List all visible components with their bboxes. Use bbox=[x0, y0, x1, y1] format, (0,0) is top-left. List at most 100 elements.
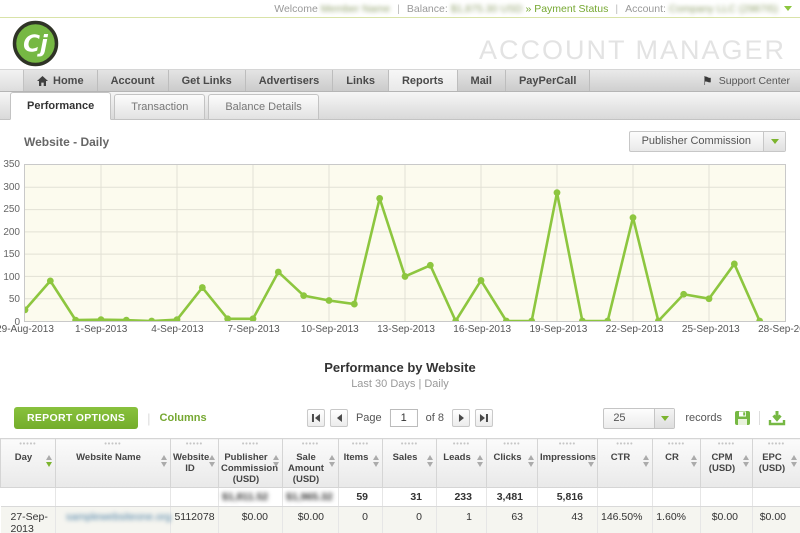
column-drag-handle-icon[interactable]: ••••• bbox=[56, 441, 170, 449]
columns-link[interactable]: Columns bbox=[160, 412, 207, 424]
x-axis-tick: 25-Sep-2013 bbox=[682, 324, 740, 335]
sort-arrows-icon[interactable] bbox=[477, 455, 483, 467]
cell-epc: $0.00 bbox=[753, 507, 800, 533]
y-axis-tick: 350 bbox=[0, 159, 20, 170]
prev-page-button[interactable] bbox=[330, 409, 348, 427]
column-drag-handle-icon[interactable]: ••••• bbox=[383, 441, 436, 449]
sort-arrows-icon[interactable] bbox=[329, 455, 335, 467]
column-drag-handle-icon[interactable]: ••••• bbox=[283, 441, 338, 449]
records-per-page-dropdown[interactable]: 25 bbox=[603, 408, 675, 429]
sort-arrows-icon[interactable] bbox=[161, 455, 167, 467]
cell-items[interactable]: 0 bbox=[339, 507, 383, 533]
metric-dropdown[interactable]: Publisher Commission bbox=[629, 131, 786, 152]
save-report-button[interactable] bbox=[734, 410, 751, 426]
tab-transaction[interactable]: Transaction bbox=[114, 94, 205, 119]
tab-balance-details[interactable]: Balance Details bbox=[208, 94, 318, 119]
cell-leads[interactable]: 1 bbox=[437, 507, 487, 533]
nav-tab-reports[interactable]: Reports bbox=[389, 70, 458, 91]
balance-label: Balance: bbox=[407, 3, 448, 15]
cell-website-name[interactable]: samplewebsiteone.org bbox=[56, 507, 171, 533]
sort-arrows-icon[interactable] bbox=[791, 455, 797, 467]
nav-tab-advertisers[interactable]: Advertisers bbox=[246, 70, 334, 91]
cell-day: 27-Sep-2013 bbox=[1, 507, 56, 533]
nav-tab-links[interactable]: Links bbox=[333, 70, 389, 91]
sort-arrows-icon[interactable] bbox=[46, 455, 52, 467]
payment-status-link[interactable]: » Payment Status bbox=[525, 3, 608, 15]
sort-arrows-icon[interactable] bbox=[209, 455, 215, 467]
column-header-sales[interactable]: ••••• Sales bbox=[383, 439, 437, 488]
download-report-button[interactable] bbox=[768, 410, 786, 426]
cell-ctr: 146.50% bbox=[598, 507, 653, 533]
records-controls: 25 records bbox=[603, 408, 786, 429]
total-publisher-commission: $1,811.52 bbox=[219, 488, 283, 507]
total-epc bbox=[753, 488, 800, 507]
sort-arrows-icon[interactable] bbox=[691, 455, 697, 467]
caption-subtitle: Last 30 Days | Daily bbox=[0, 378, 800, 390]
nav-tab-paypercall[interactable]: PayPerCall bbox=[506, 70, 590, 91]
sort-arrows-icon[interactable] bbox=[273, 455, 279, 467]
column-header-cr[interactable]: ••••• CR bbox=[653, 439, 701, 488]
total-ctr bbox=[598, 488, 653, 507]
cell-sale-amount: $0.00 bbox=[283, 507, 339, 533]
last-page-button[interactable] bbox=[475, 409, 493, 427]
page-input[interactable] bbox=[390, 409, 418, 427]
first-page-button[interactable] bbox=[307, 409, 325, 427]
next-page-button[interactable] bbox=[452, 409, 470, 427]
tab-performance[interactable]: Performance bbox=[10, 92, 111, 120]
column-drag-handle-icon[interactable]: ••••• bbox=[1, 441, 55, 449]
commission-line-chart: 05010015020025030035029-Aug-20131-Sep-20… bbox=[24, 164, 786, 338]
column-header-sale_amount[interactable]: ••••• Sale Amount (USD) bbox=[283, 439, 339, 488]
total-impressions: 5,816 bbox=[538, 488, 598, 507]
column-header-website_id[interactable]: ••••• Website ID bbox=[171, 439, 219, 488]
nav-tab-account[interactable]: Account bbox=[98, 70, 169, 91]
column-drag-handle-icon[interactable]: ••••• bbox=[219, 441, 282, 449]
download-icon bbox=[768, 410, 786, 426]
sort-arrows-icon[interactable] bbox=[643, 455, 649, 467]
nav-tab-home[interactable]: Home bbox=[24, 70, 98, 91]
column-drag-handle-icon[interactable]: ••••• bbox=[598, 441, 652, 449]
app-title: ACCOUNT MANAGER bbox=[479, 35, 786, 66]
column-drag-handle-icon[interactable]: ••••• bbox=[701, 441, 752, 449]
support-center-link[interactable]: ⚑ Support Center bbox=[702, 70, 800, 91]
column-drag-handle-icon[interactable]: ••••• bbox=[339, 441, 382, 449]
report-options-button[interactable]: REPORT OPTIONS bbox=[14, 407, 138, 429]
sort-arrows-icon[interactable] bbox=[528, 455, 534, 467]
cell-website-id: 5112078 bbox=[171, 507, 219, 533]
column-header-clicks[interactable]: ••••• Clicks bbox=[487, 439, 538, 488]
column-drag-handle-icon[interactable]: ••••• bbox=[753, 441, 800, 449]
column-header-epc[interactable]: ••••• EPC (USD) bbox=[753, 439, 800, 488]
column-drag-handle-icon[interactable]: ••••• bbox=[171, 441, 218, 449]
caption-title: Performance by Website bbox=[0, 360, 800, 375]
column-drag-handle-icon[interactable]: ••••• bbox=[653, 441, 700, 449]
column-header-day[interactable]: ••••• Day bbox=[1, 439, 56, 488]
column-header-items[interactable]: ••••• Items bbox=[339, 439, 383, 488]
column-drag-handle-icon[interactable]: ••••• bbox=[437, 441, 486, 449]
cell-impressions: 43 bbox=[538, 507, 598, 533]
nav-tab-mail[interactable]: Mail bbox=[458, 70, 506, 91]
main-nav: HomeAccountGet LinksAdvertisersLinksRepo… bbox=[0, 69, 800, 92]
column-header-publisher_commission[interactable]: ••••• Publisher Commission (USD) bbox=[219, 439, 283, 488]
column-drag-handle-icon[interactable]: ••••• bbox=[538, 441, 597, 449]
column-header-impressions[interactable]: ••••• Impressions bbox=[538, 439, 598, 488]
sort-arrows-icon[interactable] bbox=[588, 455, 594, 467]
column-header-leads[interactable]: ••••• Leads bbox=[437, 439, 487, 488]
sort-arrows-icon[interactable] bbox=[743, 455, 749, 467]
column-drag-handle-icon[interactable]: ••••• bbox=[487, 441, 537, 449]
cell-cr: 1.60% bbox=[653, 507, 701, 533]
sort-arrows-icon[interactable] bbox=[427, 455, 433, 467]
nav-tab-get-links[interactable]: Get Links bbox=[169, 70, 246, 91]
cell-publisher-commission: $0.00 bbox=[219, 507, 283, 533]
x-axis-tick: 22-Sep-2013 bbox=[606, 324, 664, 335]
chart-header: Website - Daily Publisher Commission bbox=[24, 131, 786, 152]
account-dropdown-caret-icon[interactable] bbox=[784, 6, 792, 11]
sort-arrows-icon[interactable] bbox=[373, 455, 379, 467]
total-cpm bbox=[701, 488, 753, 507]
column-header-cpm[interactable]: ••••• CPM (USD) bbox=[701, 439, 753, 488]
y-axis-tick: 300 bbox=[0, 182, 20, 193]
cell-sales[interactable]: 0 bbox=[383, 507, 437, 533]
column-header-website_name[interactable]: ••••• Website Name bbox=[56, 439, 171, 488]
cj-logo[interactable]: Cj bbox=[12, 20, 59, 72]
column-header-ctr[interactable]: ••••• CTR bbox=[598, 439, 653, 488]
performance-table: ••••• Day ••••• Website Name ••••• Websi… bbox=[0, 438, 800, 533]
y-axis-tick: 150 bbox=[0, 249, 20, 260]
